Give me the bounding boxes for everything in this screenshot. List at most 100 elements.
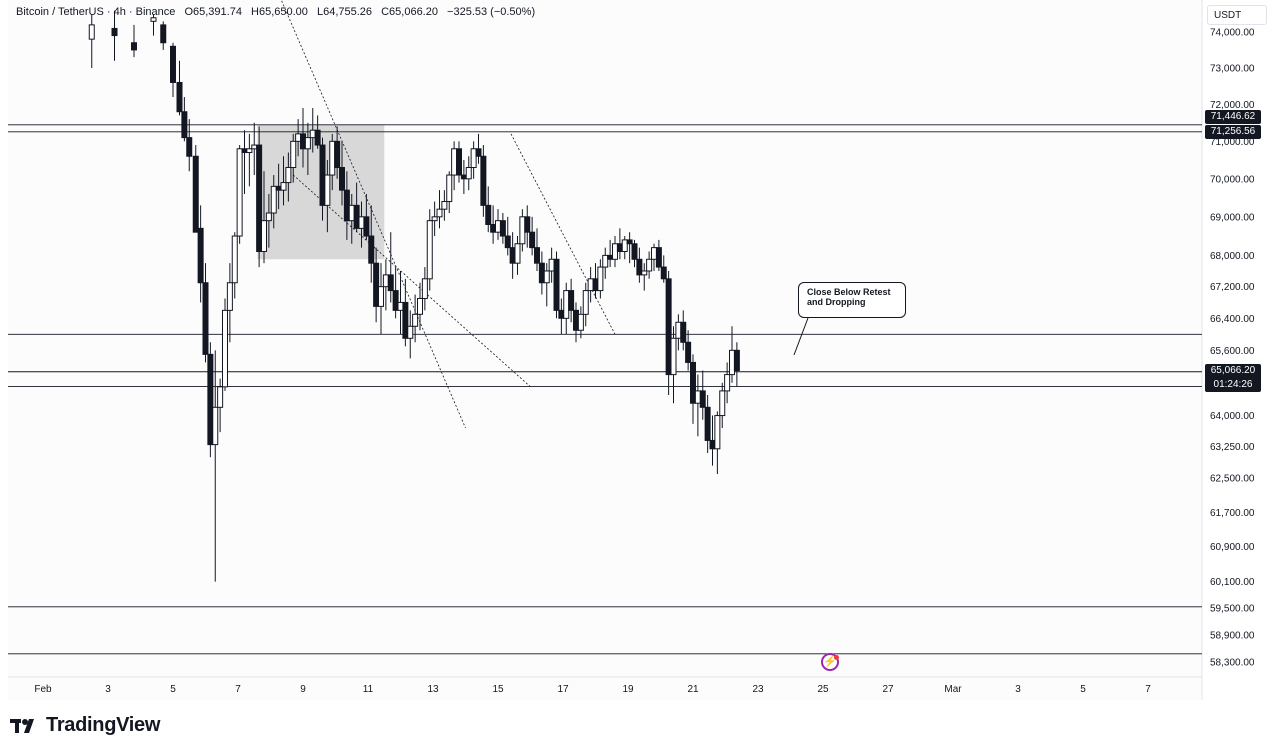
price-axis-tick: 69,000.00 xyxy=(1210,212,1255,223)
candle-body-down xyxy=(529,231,536,249)
candle-body-up xyxy=(621,239,628,253)
candle xyxy=(602,247,609,279)
candle xyxy=(373,247,380,323)
candle xyxy=(256,126,263,268)
candle xyxy=(392,267,399,319)
candle-body-up xyxy=(417,297,423,315)
candle-body-up xyxy=(646,258,653,272)
time-axis-tick: Mar xyxy=(944,684,962,695)
candle xyxy=(499,212,506,244)
candle-body-down xyxy=(504,235,511,249)
candle-body-up xyxy=(548,258,555,272)
time-axis-tick: 21 xyxy=(687,684,699,695)
candle-body-down xyxy=(192,155,199,233)
plot-area xyxy=(8,0,1202,700)
candle xyxy=(246,133,253,187)
candle-body-down xyxy=(300,133,306,150)
candle-body-down xyxy=(181,111,188,139)
candle xyxy=(670,326,677,404)
symbol-name[interactable]: Bitcoin / TetherUS · 4h · Binance xyxy=(16,6,176,18)
candle-body-up xyxy=(329,140,336,176)
candle xyxy=(714,411,721,474)
price-axis-tick: 58,300.00 xyxy=(1210,658,1255,669)
candle-body-up xyxy=(265,212,272,222)
candle-body-down xyxy=(607,254,614,260)
candle-body-down xyxy=(353,204,360,229)
candle xyxy=(456,141,462,183)
candle xyxy=(441,190,448,221)
candle xyxy=(265,193,272,248)
price-tag-current[interactable]: 65,066.20 01:24:26 xyxy=(1205,364,1261,392)
candle xyxy=(719,382,726,428)
candle-body-up xyxy=(436,208,443,218)
candle xyxy=(170,42,176,98)
candle-body-down xyxy=(314,129,321,146)
candle-body-down xyxy=(534,247,540,264)
price-axis-tick: 74,000.00 xyxy=(1210,28,1255,39)
current-price-label: 65,066.20 xyxy=(1210,365,1256,376)
candle xyxy=(524,205,531,248)
ohlc-low: L64,755.26 xyxy=(316,6,373,18)
price-axis-tick: 60,100.00 xyxy=(1210,577,1255,588)
candle xyxy=(131,24,137,58)
candle-body-down xyxy=(186,137,193,157)
price-tag-lower[interactable]: 71,256.56 xyxy=(1205,125,1261,139)
candle xyxy=(339,141,345,206)
candle-body-up xyxy=(222,309,228,388)
candle xyxy=(150,14,157,36)
price-axis-tick: 63,250.00 xyxy=(1210,442,1255,453)
time-axis-tick: 9 xyxy=(300,684,306,695)
time-axis-tick: 15 xyxy=(492,684,504,695)
annotation-line-1: Close Below Retest xyxy=(807,287,891,297)
symbol-header: Bitcoin / TetherUS · 4h · Binance O65,39… xyxy=(16,6,541,18)
tradingview-mark-icon xyxy=(10,718,34,733)
price-axis-tick: 65,600.00 xyxy=(1210,346,1255,357)
time-axis-tick: 19 xyxy=(622,684,634,695)
ohlc-open: O65,391.74 xyxy=(184,6,242,18)
candle-body-down xyxy=(660,266,667,280)
candle-body-down xyxy=(704,406,711,441)
chart-annotation[interactable]: Close Below Retest and Dropping xyxy=(798,282,906,318)
candle xyxy=(704,394,711,453)
candle-body-down xyxy=(573,309,579,331)
candle xyxy=(436,190,443,229)
candle-body-up xyxy=(270,185,277,214)
candle-body-down xyxy=(334,140,341,169)
candle xyxy=(529,216,536,256)
candle-body-up xyxy=(304,137,311,150)
candle-body-down xyxy=(460,174,467,180)
candle xyxy=(568,278,575,323)
candle-body-down xyxy=(631,243,638,260)
candle xyxy=(431,201,438,237)
tradingview-logo[interactable]: TradingView xyxy=(10,714,160,737)
candle-body-down xyxy=(339,167,345,191)
candle-body-up xyxy=(441,201,448,210)
candle xyxy=(176,60,183,116)
candle-body-down xyxy=(176,81,183,113)
candle xyxy=(421,267,428,311)
notification-dot-icon xyxy=(834,655,839,660)
candle-body-up xyxy=(563,290,570,319)
candle xyxy=(270,175,277,229)
candle-body-down xyxy=(387,274,394,292)
candle-body-down xyxy=(538,262,545,284)
candle-body-down xyxy=(197,227,204,284)
candle xyxy=(480,145,487,217)
candle-body-up xyxy=(150,17,157,22)
candle-body-down xyxy=(568,290,575,311)
candle xyxy=(631,239,638,268)
candle xyxy=(660,255,667,283)
candle xyxy=(665,270,672,395)
candle-body-down xyxy=(256,144,263,253)
candle-body-up xyxy=(412,313,419,327)
candle xyxy=(261,171,267,264)
candle xyxy=(334,126,341,179)
price-axis-tick: 67,200.00 xyxy=(1210,282,1255,293)
candle-body-up xyxy=(231,235,238,284)
currency-selector[interactable]: USDT xyxy=(1207,5,1267,25)
price-tag-upper[interactable]: 71,446.62 xyxy=(1205,110,1261,124)
candle-body-up xyxy=(217,386,224,408)
candle-body-down xyxy=(524,216,531,233)
time-axis-tick: 5 xyxy=(1080,684,1086,695)
